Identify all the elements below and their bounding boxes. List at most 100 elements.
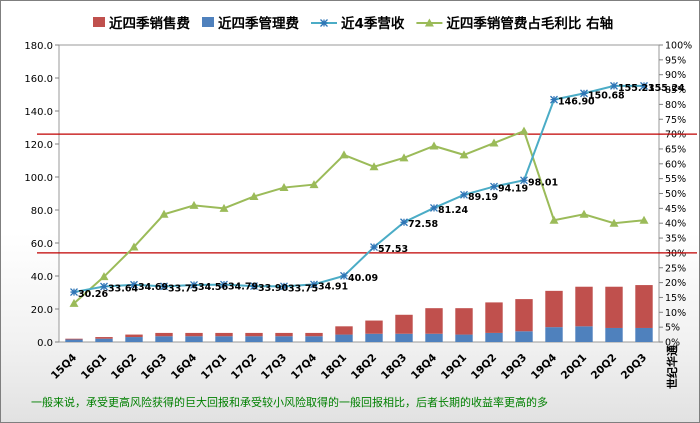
ratio-point (99, 272, 109, 281)
ratio-point (219, 203, 229, 212)
revenue-data-label: 30.26 (78, 289, 108, 300)
y2-tick-label: 50% (665, 189, 686, 200)
bar-sales-expense (305, 332, 323, 337)
legend-swatch (93, 17, 105, 27)
ratio-point (639, 215, 649, 224)
ratio-point (339, 150, 349, 159)
ratio-point (279, 183, 289, 192)
revenue-data-label: 150.68 (588, 90, 625, 101)
bar-admin-expense (455, 334, 473, 342)
revenue-point (160, 282, 168, 291)
revenue-point (310, 280, 318, 289)
ratio-point (519, 126, 529, 135)
x-tick-label: 19Q1 (439, 352, 469, 382)
y-tick-label: 20.0 (31, 305, 53, 316)
y2-tick-label: 70% (665, 130, 686, 141)
revenue-point (130, 280, 138, 289)
bar-admin-expense (485, 332, 503, 342)
y2-tick-label: 10% (665, 308, 686, 319)
revenue-data-label: 89.19 (468, 192, 498, 203)
revenue-point (280, 282, 288, 291)
revenue-point (340, 271, 348, 280)
y2-tick-label: 15% (665, 293, 686, 304)
revenue-point (250, 282, 258, 291)
revenue-point (370, 243, 378, 252)
bar-admin-expense (245, 336, 263, 342)
y-tick-label: 60.0 (31, 239, 53, 250)
x-tick-label: 17Q3 (259, 352, 289, 382)
revenue-data-label: 72.58 (408, 219, 438, 230)
x-tick-label: 18Q4 (409, 352, 439, 382)
y-tick-label: 140.0 (24, 107, 53, 118)
revenue-point (550, 95, 558, 104)
x-tick-label: 16Q1 (79, 352, 109, 382)
revenue-point (460, 190, 468, 199)
legend-label: 近四季管理费 (218, 15, 299, 32)
y2-tick-label: 45% (665, 204, 686, 215)
revenue-data-label: 33.64 (108, 283, 138, 294)
revenue-data-label: 155.23 (618, 83, 655, 94)
revenue-point (430, 203, 438, 212)
y2-tick-label: 40% (665, 219, 686, 230)
y2-tick-label: 80% (665, 100, 686, 111)
y2-tick-label: 65% (665, 144, 686, 155)
y-tick-label: 100.0 (24, 173, 53, 184)
bar-admin-expense (545, 327, 563, 342)
ratio-point (459, 150, 469, 159)
revenue-data-label: 34.79 (228, 282, 258, 293)
x-tick-label: 17Q4 (289, 352, 319, 382)
bar-admin-expense (425, 333, 443, 342)
bar-sales-expense (125, 334, 143, 338)
y-tick-label: 40.0 (31, 272, 53, 283)
y2-tick-label: 0% (665, 338, 680, 349)
ratio-point (129, 242, 139, 251)
ratio-point (189, 200, 199, 209)
bar-admin-expense (365, 333, 383, 342)
x-tick-label: 16Q2 (109, 352, 139, 382)
x-tick-label: 15Q4 (49, 352, 79, 382)
bar-sales-expense (455, 308, 473, 335)
revenue-data-label: 34.69 (138, 282, 168, 293)
y2-tick-label: 60% (665, 159, 686, 170)
legend-swatch (202, 17, 214, 27)
y2-tick-label: 55% (665, 174, 686, 185)
revenue-point (100, 282, 108, 291)
y2-tick-label: 100% (665, 41, 692, 52)
x-tick-label: 18Q3 (379, 352, 409, 382)
y2-tick-label: 85% (665, 85, 686, 96)
bar-admin-expense (605, 327, 623, 342)
bar-admin-expense (395, 333, 413, 342)
revenue-point (190, 281, 198, 289)
ratio-point (609, 218, 619, 227)
bar-sales-expense (185, 332, 203, 337)
bar-admin-expense (575, 326, 593, 342)
y-tick-label: 120.0 (24, 140, 53, 151)
bar-sales-expense (65, 338, 83, 340)
revenue-data-label: 98.01 (528, 177, 558, 188)
ratio-point (549, 215, 559, 224)
bar-sales-expense (545, 290, 563, 328)
x-tick-label: 20Q3 (619, 352, 649, 382)
x-tick-label: 20Q1 (559, 352, 589, 382)
bar-admin-expense (335, 334, 353, 342)
ratio-point (399, 153, 409, 162)
revenue-data-label: 33.75 (288, 283, 318, 294)
bar-sales-expense (365, 320, 383, 334)
bar-admin-expense (305, 336, 323, 342)
revenue-line (73, 84, 645, 294)
revenue-data-label: 34.91 (318, 281, 348, 292)
bar-admin-expense (185, 336, 203, 342)
ratio-point (369, 162, 379, 171)
revenue-data-label: 155.24 (648, 83, 685, 94)
bar-sales-expense (245, 332, 263, 337)
x-tick-label: 18Q2 (349, 352, 379, 382)
revenue-point (400, 218, 408, 227)
x-tick-label: 16Q4 (169, 352, 199, 382)
plot-area (58, 44, 660, 343)
bar-admin-expense (155, 336, 173, 342)
watermark-label: 世纪华通 (665, 345, 679, 389)
bar-sales-expense (95, 337, 113, 339)
x-tick-label: 17Q1 (199, 352, 229, 382)
